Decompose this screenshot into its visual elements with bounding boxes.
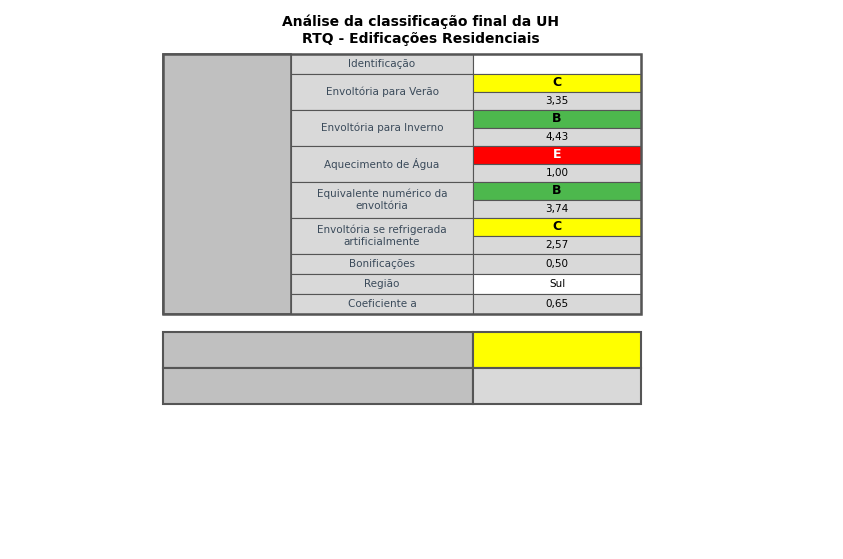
Text: 2,57: 2,57 xyxy=(545,240,569,250)
Bar xyxy=(473,74,641,92)
Text: C: C xyxy=(615,340,631,360)
Bar xyxy=(291,218,473,254)
Bar xyxy=(473,294,641,314)
Text: Equivalente numérico da
envoltória: Equivalente numérico da envoltória xyxy=(317,189,448,211)
Text: Pontuação Total: Pontuação Total xyxy=(180,178,273,191)
Bar xyxy=(291,74,473,110)
Bar xyxy=(473,200,641,218)
Bar xyxy=(163,332,473,368)
Text: B: B xyxy=(552,112,561,126)
Text: Análise da classificação final da UH: Análise da classificação final da UH xyxy=(282,15,560,29)
Bar xyxy=(291,254,473,274)
Text: Envoltória para Verão: Envoltória para Verão xyxy=(325,87,438,97)
Text: Região: Região xyxy=(364,279,400,289)
Bar xyxy=(473,182,641,200)
Bar xyxy=(473,92,641,110)
Text: E: E xyxy=(553,149,561,162)
Text: 3,74: 3,74 xyxy=(545,204,569,214)
Text: Classificação final da UH: Classificação final da UH xyxy=(194,341,442,359)
Bar xyxy=(291,294,473,314)
Bar xyxy=(291,110,473,146)
Text: 3,35: 3,35 xyxy=(545,96,569,106)
Bar xyxy=(163,54,641,314)
Bar xyxy=(473,128,641,146)
Bar xyxy=(473,254,641,274)
Bar xyxy=(473,218,641,236)
Text: 0,65: 0,65 xyxy=(545,299,568,309)
Text: Pontuação Total: Pontuação Total xyxy=(237,377,399,395)
Bar xyxy=(473,332,641,368)
Text: C: C xyxy=(552,220,561,234)
Text: 3,28: 3,28 xyxy=(580,376,631,396)
Bar xyxy=(473,164,641,182)
Bar xyxy=(473,110,641,128)
Text: Coeficiente a: Coeficiente a xyxy=(347,299,416,309)
Text: 0,50: 0,50 xyxy=(545,259,568,269)
Text: 4,43: 4,43 xyxy=(545,132,569,142)
Bar xyxy=(291,146,473,182)
Text: B: B xyxy=(552,184,561,197)
Bar xyxy=(163,54,291,314)
Bar xyxy=(291,274,473,294)
Bar xyxy=(473,146,641,164)
Bar xyxy=(473,236,641,254)
Bar xyxy=(163,368,473,404)
Bar xyxy=(473,274,641,294)
Bar xyxy=(473,54,641,74)
Text: Aquecimento de Água: Aquecimento de Água xyxy=(325,158,440,170)
Text: C: C xyxy=(552,77,561,89)
Text: 1,00: 1,00 xyxy=(545,168,568,178)
Text: Envoltória para Inverno: Envoltória para Inverno xyxy=(320,123,443,133)
Bar xyxy=(291,182,473,218)
Text: RTQ - Edificações Residenciais: RTQ - Edificações Residenciais xyxy=(302,32,540,46)
Text: Envoltória se refrigerada
artificialmente: Envoltória se refrigerada artificialment… xyxy=(317,225,447,247)
Text: Bonificações: Bonificações xyxy=(349,259,415,269)
Bar xyxy=(291,54,473,74)
Bar xyxy=(473,368,641,404)
Text: Sul: Sul xyxy=(549,279,565,289)
Text: Identificação: Identificação xyxy=(348,59,416,69)
